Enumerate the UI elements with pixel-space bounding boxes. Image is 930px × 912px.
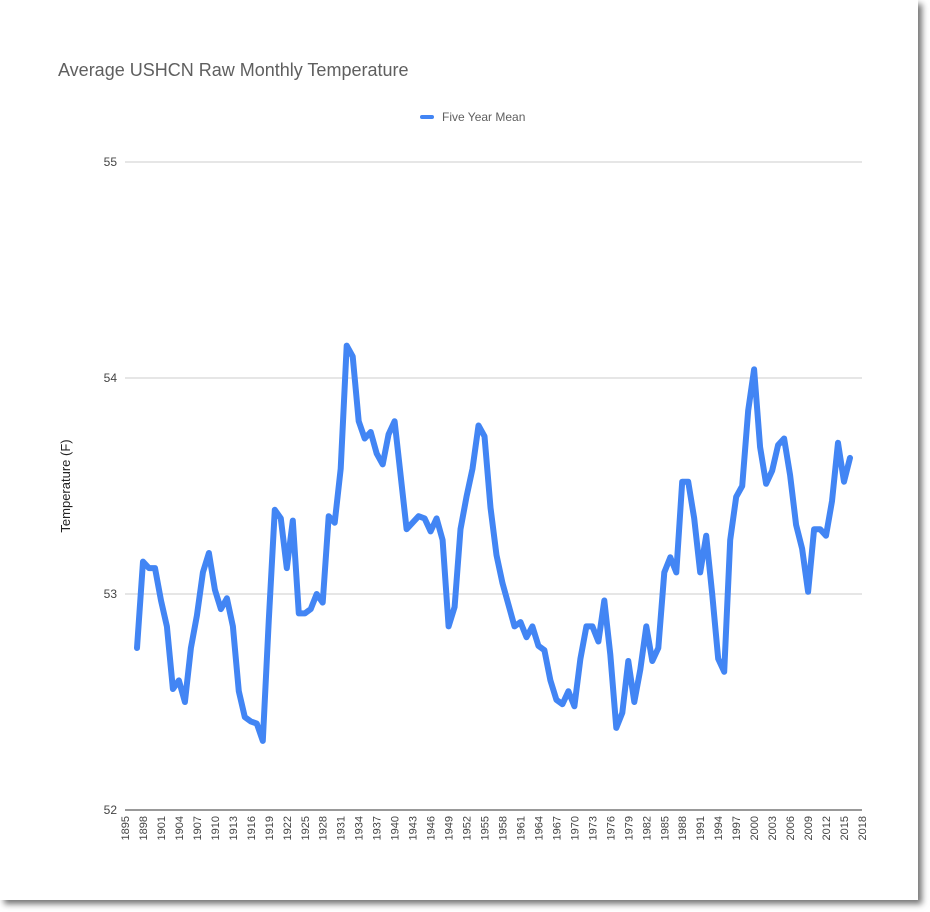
- chart-title: Average USHCN Raw Monthly Temperature: [58, 60, 409, 80]
- x-tick-label: 1961: [515, 816, 527, 840]
- x-tick-label: 1925: [300, 816, 312, 840]
- x-tick-label: 2015: [839, 816, 851, 840]
- x-tick-label: 1982: [641, 816, 653, 840]
- x-tick-label: 1952: [462, 816, 474, 840]
- x-tick-label: 1940: [390, 816, 402, 840]
- x-tick-label: 1976: [605, 816, 617, 840]
- y-tick-label: 52: [104, 803, 118, 817]
- y-tick-label: 53: [104, 587, 118, 601]
- x-tick-label: 1988: [677, 816, 689, 840]
- x-tick-label: 1970: [569, 816, 581, 840]
- x-tick-label: 2000: [749, 816, 761, 840]
- chart-frame: [0, 0, 918, 900]
- y-axis-label: Temperature (F): [58, 439, 73, 532]
- x-tick-label: 1916: [246, 816, 258, 840]
- x-tick-label: 1964: [533, 816, 545, 840]
- x-tick-label: 1946: [426, 816, 438, 840]
- x-tick-label: 1904: [174, 816, 186, 840]
- x-tick-label: 1937: [372, 816, 384, 840]
- x-tick-label: 1934: [354, 816, 366, 840]
- x-tick-label: 2018: [857, 816, 869, 840]
- x-tick-label: 1931: [336, 816, 348, 840]
- x-tick-label: 1907: [192, 816, 204, 840]
- gridlines: [125, 161, 862, 811]
- x-tick-label: 1958: [497, 816, 509, 840]
- x-tick-label: 1949: [444, 816, 456, 840]
- x-tick-label: 1919: [264, 816, 276, 840]
- x-tick-label: 1985: [659, 816, 671, 840]
- x-tick-label: 1901: [156, 816, 168, 840]
- legend[interactable]: Five Year Mean: [420, 110, 525, 124]
- x-tick-label: 1898: [138, 816, 150, 840]
- x-tick-label: 1973: [587, 816, 599, 840]
- x-tick-label: 1913: [228, 816, 240, 840]
- legend-swatch-five-year-mean: [420, 115, 434, 119]
- x-tick-label: 1967: [551, 816, 563, 840]
- x-tick-label: 2009: [803, 816, 815, 840]
- x-axis-ticks: 1895 1898 1901 1904 1907 1910 1913 1916 1919 1922…: [120, 816, 869, 840]
- y-axis-ticks: 52 53 54 55: [104, 155, 118, 817]
- y-tick-label: 54: [104, 371, 118, 385]
- x-tick-label: 1997: [731, 816, 743, 840]
- x-tick-label: 1991: [695, 816, 707, 840]
- x-tick-label: 2012: [821, 816, 833, 840]
- x-tick-label: 2003: [767, 816, 779, 840]
- series-group: [134, 342, 853, 744]
- x-tick-label: 1955: [480, 816, 492, 840]
- x-tick-label: 1910: [210, 816, 222, 840]
- x-tick-label: 1895: [120, 816, 132, 840]
- x-tick-label: 1928: [318, 816, 330, 840]
- series-line-five-year-mean: [134, 342, 853, 744]
- y-tick-label: 55: [104, 155, 118, 169]
- x-tick-label: 1943: [408, 816, 420, 840]
- x-tick-label: 2006: [785, 816, 797, 840]
- x-tick-label: 1922: [282, 816, 294, 840]
- x-tick-label: 1994: [713, 816, 725, 840]
- legend-label-five-year-mean: Five Year Mean: [442, 110, 526, 124]
- x-tick-label: 1979: [623, 816, 635, 840]
